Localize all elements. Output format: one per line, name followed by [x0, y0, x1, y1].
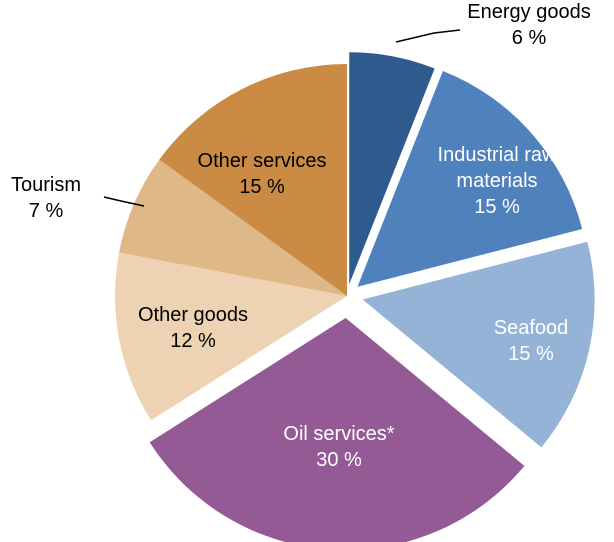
leader-line-energy-goods [395, 29, 461, 43]
slice-label-oil-services: Oil services* 30 % [283, 423, 394, 471]
slice-value: 12 % [170, 330, 216, 352]
slice-value: 15 % [508, 343, 554, 365]
slice-value: 15 % [474, 196, 520, 218]
slice-labels: Energy goods 6 % Industrial raw materials 15… [11, 1, 591, 471]
slice-value: 7 % [29, 200, 64, 222]
pie-slice-industrial-raw-materials [357, 71, 583, 287]
slice-value: 15 % [239, 176, 285, 198]
slice-label-tourism: Tourism 7 % [11, 174, 81, 222]
pie-slice-seafood [362, 241, 595, 448]
pie-slices [115, 52, 595, 542]
slice-value: 30 % [316, 449, 362, 471]
slice-name: Tourism [11, 174, 81, 196]
slice-label-energy-goods: Energy goods 6 % [467, 1, 590, 49]
pie-slice-oil-services [149, 317, 525, 542]
leader-line-tourism [103, 196, 145, 207]
slice-name: Industrial raw [438, 144, 557, 166]
leader-lines [103, 29, 461, 207]
slice-name: materials [456, 170, 537, 192]
slice-label-seafood: Seafood 15 % [494, 317, 569, 365]
slice-name: Oil services* [283, 423, 394, 445]
pie-slice-other-goods [115, 252, 348, 421]
slice-name: Seafood [494, 317, 569, 339]
slice-label-industrial-raw-materials: Industrial raw materials 15 % [438, 144, 557, 218]
slice-label-other-goods: Other goods 12 % [138, 304, 248, 352]
slice-label-other-services: Other services 15 % [198, 150, 327, 198]
slice-name: Other goods [138, 304, 248, 326]
slice-name: Other services [198, 150, 327, 172]
pie-slice-other-services [159, 64, 347, 296]
slice-name: Energy goods [467, 1, 590, 23]
pie-slice-energy-goods [349, 52, 435, 285]
slice-value: 6 % [512, 27, 547, 49]
pie-slice-tourism [119, 159, 347, 296]
